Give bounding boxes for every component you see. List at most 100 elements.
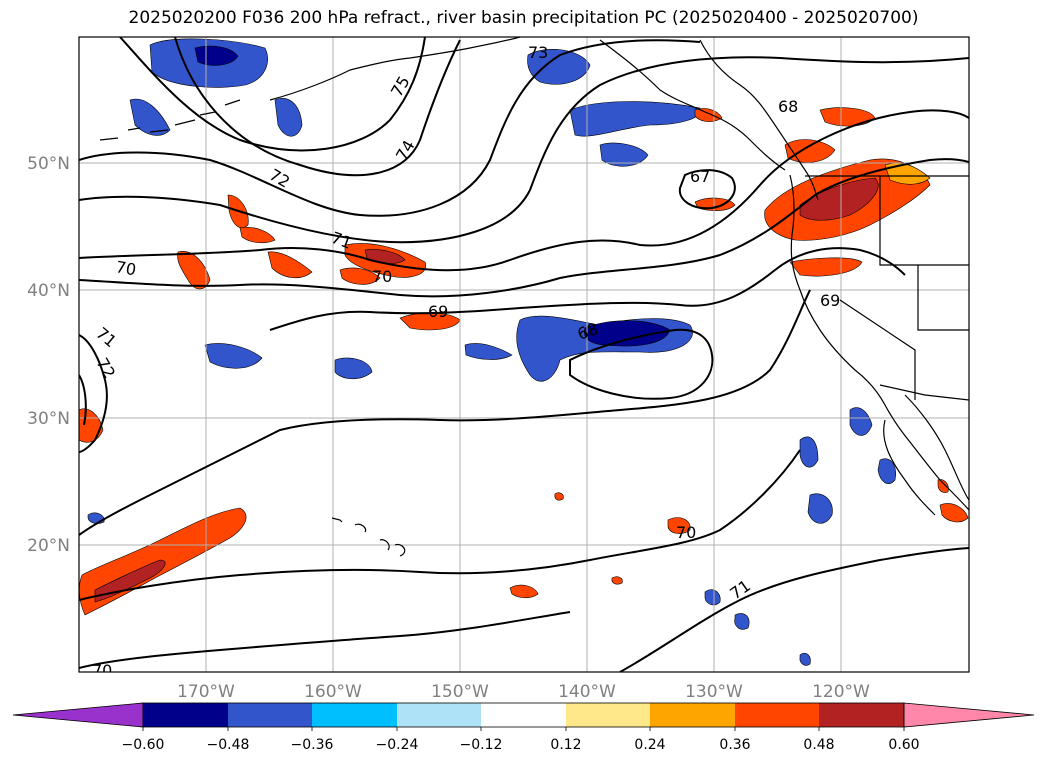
contour-75 [119,37,426,152]
border-states-1 [879,176,969,266]
hawaii-3 [379,539,390,551]
red-patch-dateline [177,251,211,290]
colorbar-tick-label: −0.24 [376,737,419,753]
blue-patch-gulf-1 [527,49,591,85]
red-patch-mid-2 [339,267,381,285]
contour-label: 69 [820,291,840,310]
colorbar-bin [397,703,481,727]
blue-patch-west [204,343,263,369]
lon-label-120w: 120°W [812,682,870,702]
blue-patch-alaska-1 [129,98,171,136]
contour-72-west [79,374,87,426]
contour-71-se [619,547,969,672]
contour-73 [79,39,701,217]
contour-label: 73 [528,43,548,62]
blue-patch-south-3 [799,652,811,666]
hawaii-2 [354,523,367,533]
contour-label: 70 [92,661,112,680]
colorbar-tick-label: 0.24 [634,737,665,753]
contour-69 [269,247,906,331]
lon-label-160w: 160°W [304,682,362,702]
colorbar: −0.60 −0.48 −0.36 −0.24 −0.12 0.12 0.24 … [12,702,1035,753]
colorbar-tick-label: −0.60 [122,737,165,753]
colorbar-bin [735,703,819,727]
colorbar-tick-label: −0.12 [460,737,503,753]
lat-label-20n: 20°N [27,536,70,556]
colorbar-bin [650,703,735,727]
contour-label: 70 [114,257,137,279]
colorbar-bin [819,703,904,727]
border-states-2 [839,299,916,400]
colorbar-ticks [142,727,905,731]
lon-label-150w: 150°W [431,682,489,702]
red-patch-pnw-core [799,177,879,221]
colorbar-frame [142,702,905,728]
coast-aleutians [99,99,241,141]
colorbar-extend-left [12,702,144,728]
blue-patch-east-1 [849,407,873,436]
positive-anomaly-fields [79,107,969,616]
lon-label-170w: 170°W [177,682,235,702]
red-patch-bc-3 [694,108,723,122]
coast-baja [883,419,936,516]
contour-label: 68 [778,97,798,116]
blue-patch-gulf-3 [599,142,649,167]
colorbar-tick-label: −0.36 [291,737,334,753]
contour-67 [678,169,736,210]
contour-label: 69 [428,302,448,321]
colorbar-bin [566,703,650,727]
contour-74 [174,37,461,177]
blue-patch-south-2 [734,613,750,630]
blue-patch-east-4 [799,436,819,468]
coast-bc [699,39,819,201]
lon-label-140w: 140°W [558,682,616,702]
latitude-labels: 50°N 40°N 30°N 20°N [27,154,70,556]
red-patch-mid-4 [267,251,313,279]
lat-label-40n: 40°N [27,281,70,301]
coast-west-us [789,174,969,511]
graticule [79,37,969,672]
colorbar-bin [481,703,566,727]
contour-label: 70 [372,267,392,286]
coast-alaska-south [269,37,521,101]
contour-70-south [79,289,811,536]
contour-68-lower [569,328,714,400]
blue-patch-subtropical-core [584,320,671,347]
contour-71-west [79,334,108,453]
red-patch-ca [789,257,863,277]
coastlines [99,37,969,557]
longitude-labels: 170°W 160°W 150°W 140°W 130°W 120°W [177,682,870,702]
contour-71 [79,109,969,272]
colorbar-extend-right [903,702,1035,728]
red-patch-small-1 [554,492,564,501]
colorbar-tick-label: 0.12 [550,737,581,753]
contour-label: 67 [690,167,710,186]
blue-patch-mid-1 [334,357,373,380]
contour-72 [79,56,969,244]
border-us-mexico [879,384,969,401]
refractivity-contours [79,37,969,672]
lat-label-30n: 30°N [27,409,70,429]
blue-patch-east-3 [807,493,833,524]
red-patch-dateline-3 [239,227,276,244]
contour-70 [79,158,969,298]
colorbar-tick-labels: −0.60 −0.48 −0.36 −0.24 −0.12 0.12 0.24 … [122,737,920,753]
hawaii-4 [394,543,406,557]
blue-patch-south-1 [704,589,721,606]
colorbar-bin [228,703,312,727]
red-patch-small-2 [611,576,623,585]
colorbar-bin [312,703,397,727]
lat-label-50n: 50°N [27,154,70,174]
colorbar-tick-label: 0.60 [888,737,919,753]
blue-patch-east-2 [877,458,896,484]
blue-patch-mid-2 [464,343,513,360]
contour-label: 70 [676,523,696,542]
contour-71-south [79,449,801,601]
contour-70-bottom [79,611,571,669]
red-patch-subtrop-1 [667,517,691,534]
red-patch-subtrop-2 [509,584,539,599]
blue-patch-alaska-2 [274,97,303,137]
map-frame [78,36,970,673]
red-patch-sw-core [94,559,166,603]
